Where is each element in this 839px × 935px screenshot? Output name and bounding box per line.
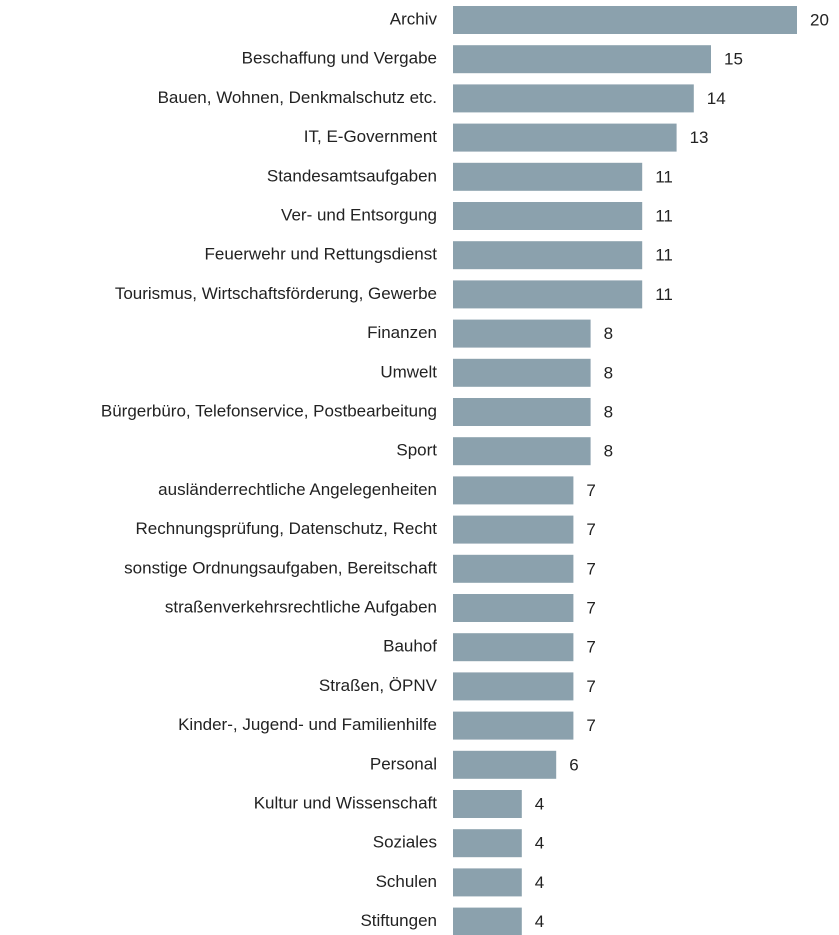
category-label: Sport — [396, 441, 437, 460]
value-label: 11 — [655, 206, 673, 225]
value-label: 7 — [586, 481, 595, 500]
value-label: 15 — [724, 50, 743, 69]
value-label: 7 — [586, 520, 595, 539]
value-label: 11 — [655, 246, 673, 265]
bar — [453, 437, 591, 466]
bar — [453, 515, 574, 544]
value-label: 14 — [707, 89, 726, 108]
category-label: Schulen — [376, 872, 437, 891]
value-label: 7 — [586, 559, 595, 578]
category-label: Straßen, ÖPNV — [319, 676, 438, 695]
bar — [453, 84, 694, 113]
bar — [453, 202, 643, 230]
value-label: 8 — [604, 402, 613, 421]
bar — [453, 476, 574, 505]
category-label: Personal — [370, 754, 437, 773]
value-label: 7 — [586, 716, 595, 735]
category-label: Bauhof — [383, 637, 437, 656]
bar — [453, 594, 574, 622]
value-label: 7 — [586, 638, 595, 657]
category-label: Finanzen — [367, 323, 437, 342]
value-label: 13 — [690, 128, 709, 147]
bar — [453, 162, 643, 191]
category-label: Kultur und Wissenschaft — [254, 793, 438, 812]
category-label: Feuerwehr und Rettungsdienst — [205, 245, 438, 264]
value-label: 6 — [569, 755, 578, 774]
category-label: Bauen, Wohnen, Denkmalschutz etc. — [158, 88, 437, 107]
category-label: straßenverkehrsrechtliche Aufgaben — [165, 597, 437, 616]
bar — [453, 711, 574, 740]
bar — [453, 554, 574, 583]
category-label: Bürgerbüro, Telefonservice, Postbearbeit… — [101, 401, 437, 420]
bar — [453, 398, 591, 426]
bar — [453, 241, 643, 270]
category-label: Stiftungen — [360, 911, 437, 930]
category-label: Tourismus, Wirtschaftsförderung, Gewerbe — [115, 284, 437, 303]
category-label: Soziales — [373, 833, 437, 852]
bar — [453, 829, 522, 858]
value-label: 4 — [535, 834, 544, 853]
value-label: 8 — [604, 324, 613, 343]
bar — [453, 319, 591, 348]
category-label: Beschaffung und Vergabe — [242, 49, 437, 68]
value-label: 8 — [604, 363, 613, 382]
bar — [453, 280, 643, 309]
bar — [453, 750, 557, 779]
category-label: IT, E-Government — [304, 127, 437, 146]
value-label: 4 — [535, 912, 544, 931]
bar — [453, 45, 711, 74]
bar — [453, 790, 522, 818]
bar — [453, 633, 574, 662]
category-label: Rechnungsprüfung, Datenschutz, Recht — [136, 519, 438, 538]
category-label: Kinder-, Jugend- und Familienhilfe — [178, 715, 437, 734]
bar — [453, 672, 574, 701]
category-label: ausländerrechtliche Angelegenheiten — [158, 480, 437, 499]
category-label: Standesamtsaufgaben — [267, 166, 437, 185]
bar — [453, 6, 797, 34]
bar — [453, 358, 591, 387]
value-label: 7 — [586, 598, 595, 617]
bar — [453, 907, 522, 935]
bar — [453, 868, 522, 897]
bar — [453, 123, 677, 152]
category-label: Ver- und Entsorgung — [281, 205, 437, 224]
category-label: sonstige Ordnungsaufgaben, Bereitschaft — [124, 558, 437, 577]
value-label: 4 — [535, 873, 544, 892]
value-label: 20 — [810, 10, 829, 29]
value-label: 11 — [655, 285, 673, 304]
category-label: Umwelt — [380, 362, 437, 381]
value-label: 8 — [604, 442, 613, 461]
category-label: Archiv — [390, 9, 438, 28]
value-label: 4 — [535, 794, 544, 813]
value-label: 7 — [586, 677, 595, 696]
value-label: 11 — [655, 167, 673, 186]
